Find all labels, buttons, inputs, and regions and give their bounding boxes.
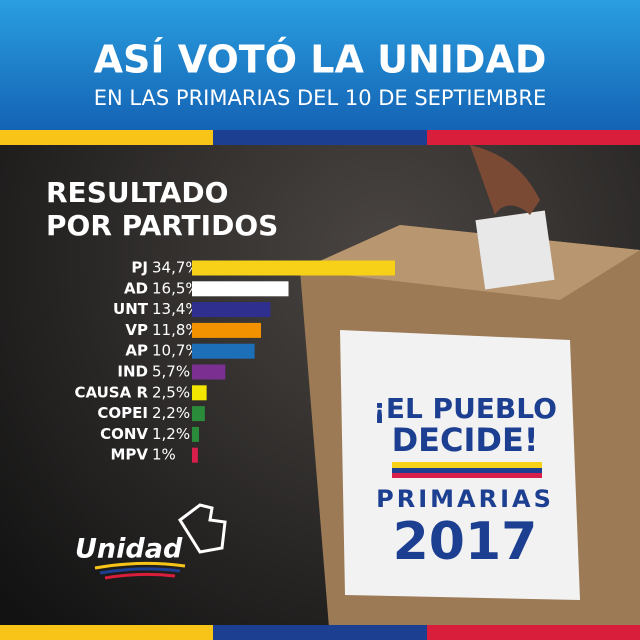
value-label: 1% xyxy=(152,446,176,464)
category-label: UNT xyxy=(113,300,149,318)
logo-thumb xyxy=(177,503,227,554)
value-label: 34,7% xyxy=(152,259,200,277)
category-label: CONV xyxy=(100,425,148,443)
flag-stripe xyxy=(392,473,542,478)
stripe xyxy=(427,130,640,145)
bar xyxy=(192,343,255,359)
ballot-box-top xyxy=(300,225,640,300)
value-label: 11,8% xyxy=(152,321,200,339)
bar xyxy=(192,322,262,338)
value-label: 16,5% xyxy=(152,279,200,297)
flag-stripe xyxy=(392,462,542,468)
ballot-text: DECIDE! xyxy=(392,421,539,459)
category-label: AD xyxy=(124,279,148,297)
category-label: COPEI xyxy=(97,404,148,422)
section-heading: POR PARTIDOS xyxy=(46,209,278,242)
ballot-text: 2017 xyxy=(393,512,538,572)
header xyxy=(0,0,640,130)
category-label: AP xyxy=(125,342,148,360)
flag-stripe xyxy=(392,468,542,473)
bar xyxy=(192,406,205,422)
bar xyxy=(192,426,200,442)
value-label: 2,2% xyxy=(152,404,190,422)
category-label: CAUSA R xyxy=(74,383,148,401)
category-label: VP xyxy=(125,321,148,339)
value-label: 13,4% xyxy=(152,300,200,318)
bar xyxy=(192,281,289,297)
hand xyxy=(470,145,540,215)
category-label: PJ xyxy=(131,259,148,277)
value-label: 5,7% xyxy=(152,363,190,381)
ballot-text: PRIMARIAS xyxy=(376,485,554,513)
stripe xyxy=(213,625,427,640)
bar xyxy=(192,447,198,463)
value-label: 2,5% xyxy=(152,383,190,401)
title: ASÍ VOTÓ LA UNIDAD xyxy=(94,38,547,82)
subtitle: EN LAS PRIMARIAS DEL 10 DE SEPTIEMBRE xyxy=(94,86,547,110)
stripe xyxy=(0,130,213,145)
category-label: IND xyxy=(117,363,148,381)
value-label: 10,7% xyxy=(152,342,200,360)
stripe xyxy=(427,625,640,640)
ballot-paper xyxy=(475,210,555,290)
stripe xyxy=(0,625,213,640)
stripe xyxy=(213,130,427,145)
ballot-text: ¡EL PUEBLO xyxy=(373,392,557,425)
value-label: 1,2% xyxy=(152,425,190,443)
category-label: MPV xyxy=(110,446,148,464)
bar xyxy=(192,385,207,401)
bar xyxy=(192,364,226,380)
section-heading: RESULTADO xyxy=(46,176,228,209)
logo-stripe xyxy=(99,567,181,575)
logo: Unidad xyxy=(75,534,183,565)
bar xyxy=(192,260,395,276)
logo-stripe xyxy=(104,572,176,580)
logo-stripe xyxy=(94,561,186,570)
bar xyxy=(192,302,271,318)
